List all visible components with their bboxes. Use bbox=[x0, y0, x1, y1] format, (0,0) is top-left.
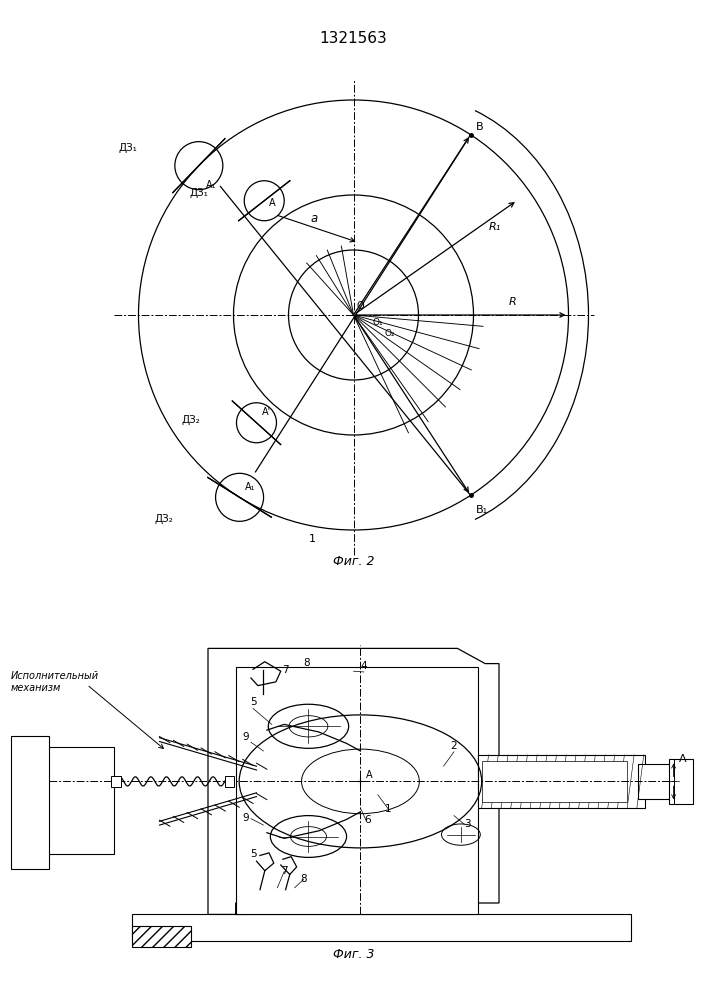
Text: Фиг. 3: Фиг. 3 bbox=[333, 948, 374, 961]
Text: 7: 7 bbox=[282, 665, 289, 675]
Text: 1321563: 1321563 bbox=[320, 31, 387, 46]
Text: O₂: O₂ bbox=[385, 329, 395, 338]
Bar bbox=[132, 926, 191, 947]
Text: 9: 9 bbox=[243, 732, 250, 742]
Text: 5: 5 bbox=[250, 697, 257, 707]
Text: ДЗ₁: ДЗ₁ bbox=[119, 143, 138, 153]
Text: 3: 3 bbox=[464, 819, 471, 829]
Text: 9: 9 bbox=[243, 813, 250, 823]
Bar bbox=[478, 755, 645, 808]
Bar bbox=[132, 914, 631, 941]
Text: ДЗ₂: ДЗ₂ bbox=[155, 514, 173, 524]
Text: 1: 1 bbox=[308, 534, 315, 544]
Text: B: B bbox=[476, 122, 483, 132]
Bar bbox=[111, 776, 122, 787]
Text: O₁: O₁ bbox=[373, 318, 383, 327]
Text: a: a bbox=[311, 213, 318, 226]
Polygon shape bbox=[208, 648, 499, 914]
Text: R: R bbox=[508, 297, 516, 307]
Bar bbox=[669, 759, 693, 804]
Text: B₁: B₁ bbox=[476, 505, 488, 515]
Text: A₁: A₁ bbox=[206, 180, 217, 190]
Text: R₁: R₁ bbox=[489, 222, 501, 232]
Text: Исполнительный
механизм: Исполнительный механизм bbox=[11, 671, 99, 693]
Text: 2: 2 bbox=[450, 741, 457, 751]
Text: ДЗ₂: ДЗ₂ bbox=[182, 415, 200, 425]
Text: 1: 1 bbox=[385, 804, 392, 814]
Text: A₁: A₁ bbox=[245, 482, 255, 492]
Text: 5: 5 bbox=[250, 849, 257, 859]
Text: Фиг. 2: Фиг. 2 bbox=[333, 555, 374, 568]
Text: A: A bbox=[366, 770, 373, 780]
Text: ДЗ₁: ДЗ₁ bbox=[189, 188, 208, 198]
Text: O: O bbox=[356, 301, 363, 311]
Bar bbox=[11, 736, 49, 869]
Text: 8: 8 bbox=[300, 874, 307, 884]
Text: 7: 7 bbox=[281, 866, 288, 876]
Bar bbox=[481, 760, 627, 802]
Text: A': A' bbox=[262, 407, 271, 417]
Text: 8: 8 bbox=[303, 658, 310, 668]
Bar bbox=[18, 747, 115, 854]
Text: 6: 6 bbox=[364, 815, 370, 825]
Bar bbox=[235, 667, 478, 914]
Bar bbox=[226, 776, 233, 787]
Text: A: A bbox=[679, 754, 686, 764]
Text: A: A bbox=[269, 198, 276, 208]
Bar bbox=[638, 764, 676, 798]
Text: 4: 4 bbox=[361, 661, 367, 671]
